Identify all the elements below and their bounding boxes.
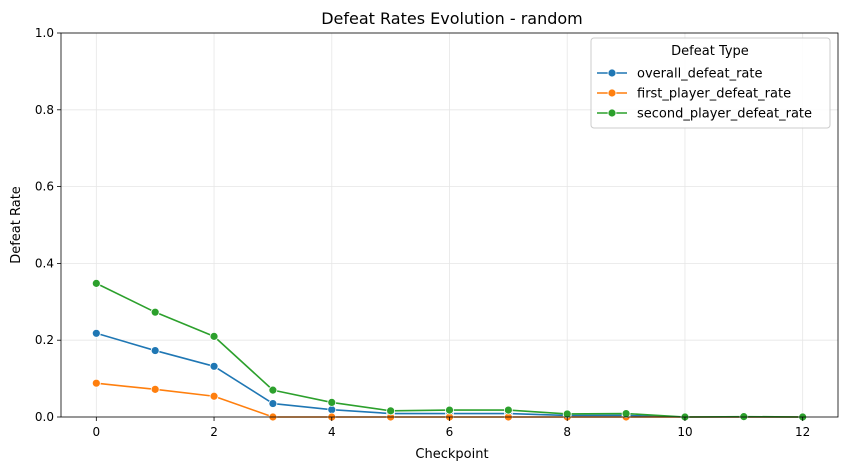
data-point xyxy=(268,385,278,395)
legend-marker xyxy=(607,88,617,98)
y-tick-label: 1.0 xyxy=(35,26,54,40)
data-point xyxy=(91,328,101,338)
series-layer xyxy=(91,278,808,422)
data-point xyxy=(150,384,160,394)
y-tick-label: 0.8 xyxy=(35,103,54,117)
data-point xyxy=(621,409,631,418)
y-ticks: 0.0 0.2 0.4 0.6 0.8 1.0 xyxy=(35,26,61,424)
x-tick-label: 8 xyxy=(563,425,571,439)
x-axis-label: Checkpoint xyxy=(415,447,488,462)
data-point xyxy=(209,361,219,371)
y-tick-label: 0.2 xyxy=(35,333,54,347)
data-point xyxy=(268,399,278,408)
legend-entry: second_player_defeat_rate xyxy=(597,107,812,122)
data-point xyxy=(209,391,219,401)
data-point xyxy=(327,405,337,415)
legend-entries: overall_defeat_rate first_player_defeat_r… xyxy=(597,67,812,122)
x-tick-label: 4 xyxy=(328,425,336,439)
y-tick-label: 0.6 xyxy=(35,180,54,194)
legend-label: first_player_defeat_rate xyxy=(637,87,791,102)
data-point xyxy=(91,378,101,388)
data-point xyxy=(327,398,337,407)
legend-marker xyxy=(607,108,617,118)
chart-title: Defeat Rates Evolution - random xyxy=(321,9,583,28)
data-point xyxy=(150,307,160,317)
legend-title: Defeat Type xyxy=(671,44,749,59)
y-tick-label: 0.0 xyxy=(35,410,54,424)
x-tick-label: 10 xyxy=(677,425,692,439)
data-point xyxy=(209,331,219,341)
x-tick-label: 12 xyxy=(795,425,810,439)
data-point xyxy=(445,405,454,415)
y-axis-label: Defeat Rate xyxy=(9,186,24,264)
x-tick-label: 0 xyxy=(92,425,100,439)
legend-entry: first_player_defeat_rate xyxy=(597,87,791,102)
legend-box xyxy=(590,37,831,129)
x-tick-label: 6 xyxy=(446,425,454,439)
data-point xyxy=(91,278,101,288)
data-point xyxy=(386,406,396,416)
x-tick-label: 2 xyxy=(210,425,218,439)
x-ticks: 0 2 4 6 8 10 12 xyxy=(92,417,810,439)
data-point xyxy=(503,405,513,415)
legend-entry: overall_defeat_rate xyxy=(597,67,762,82)
legend-marker xyxy=(607,68,617,78)
y-tick-label: 0.4 xyxy=(35,256,54,270)
legend-label: second_player_defeat_rate xyxy=(637,107,812,122)
data-point xyxy=(150,346,160,355)
legend: Defeat Type overall_defeat_rate first_pla… xyxy=(590,37,831,129)
legend-label: overall_defeat_rate xyxy=(637,67,762,82)
